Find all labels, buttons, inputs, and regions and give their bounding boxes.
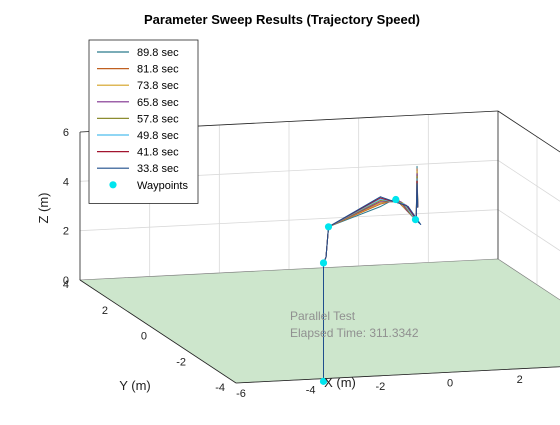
legend-label: Waypoints: [137, 180, 188, 192]
y-tick-label: 4: [63, 279, 69, 291]
back-wall-yz: [498, 111, 560, 300]
x-tick-label: -2: [375, 381, 385, 393]
z-tick-label: 4: [63, 176, 69, 188]
waypoint-marker: [411, 216, 420, 224]
axes-box-edge: [79, 279, 237, 384]
legend-label: 65.8 sec: [137, 97, 179, 109]
legend-marker: [109, 181, 117, 189]
waypoint-markers: [319, 195, 420, 385]
y-tick-label: -2: [176, 356, 186, 368]
annotation-block: Parallel Test Elapsed Time: 311.3342: [290, 309, 419, 340]
legend-label: 81.8 sec: [137, 64, 179, 76]
legend: 89.8 sec 81.8 sec 73.8 sec 65.8 sec 57.8 sec…: [88, 39, 199, 204]
annotation-elapsed-time: Elapsed Time: 311.3342: [290, 326, 419, 340]
x-tick-label: 0: [447, 378, 453, 390]
x-tick-label: 2: [517, 374, 523, 386]
axes-box-edge: [235, 366, 560, 384]
z-tick-label: 2: [63, 226, 69, 238]
z-axis-label: Z (m): [36, 192, 51, 223]
legend-label: 73.8 sec: [137, 80, 179, 92]
legend-label: 41.8 sec: [137, 147, 179, 159]
chart-title: Parameter Sweep Results (Trajectory Spee…: [144, 12, 420, 27]
y-axis-label: Y (m): [119, 378, 151, 393]
x-tick-label: -6: [236, 388, 246, 400]
waypoint-marker: [324, 223, 333, 231]
waypoint-marker: [392, 195, 400, 204]
legend-label: 89.8 sec: [137, 47, 179, 59]
legend-label: 49.8 sec: [137, 130, 179, 142]
legend-label: 33.8 sec: [137, 163, 179, 175]
waypoint-marker: [319, 259, 328, 267]
annotation-parallel-test: Parallel Test: [290, 309, 356, 323]
z-tick-label: 0: [63, 275, 69, 287]
y-tick-label: -4: [215, 382, 225, 394]
y-tick-label: 0: [141, 331, 147, 343]
series-line: [323, 183, 422, 382]
waypoint-marker: [319, 377, 328, 385]
z-tick-label: 6: [63, 127, 69, 139]
y-tick-label: 2: [102, 305, 108, 317]
legend-box: [88, 39, 199, 204]
axes-box-edge: [497, 110, 560, 153]
x-tick-label: -4: [306, 385, 316, 397]
x-axis-label: X (m): [324, 375, 356, 390]
legend-label: 57.8 sec: [137, 113, 179, 125]
